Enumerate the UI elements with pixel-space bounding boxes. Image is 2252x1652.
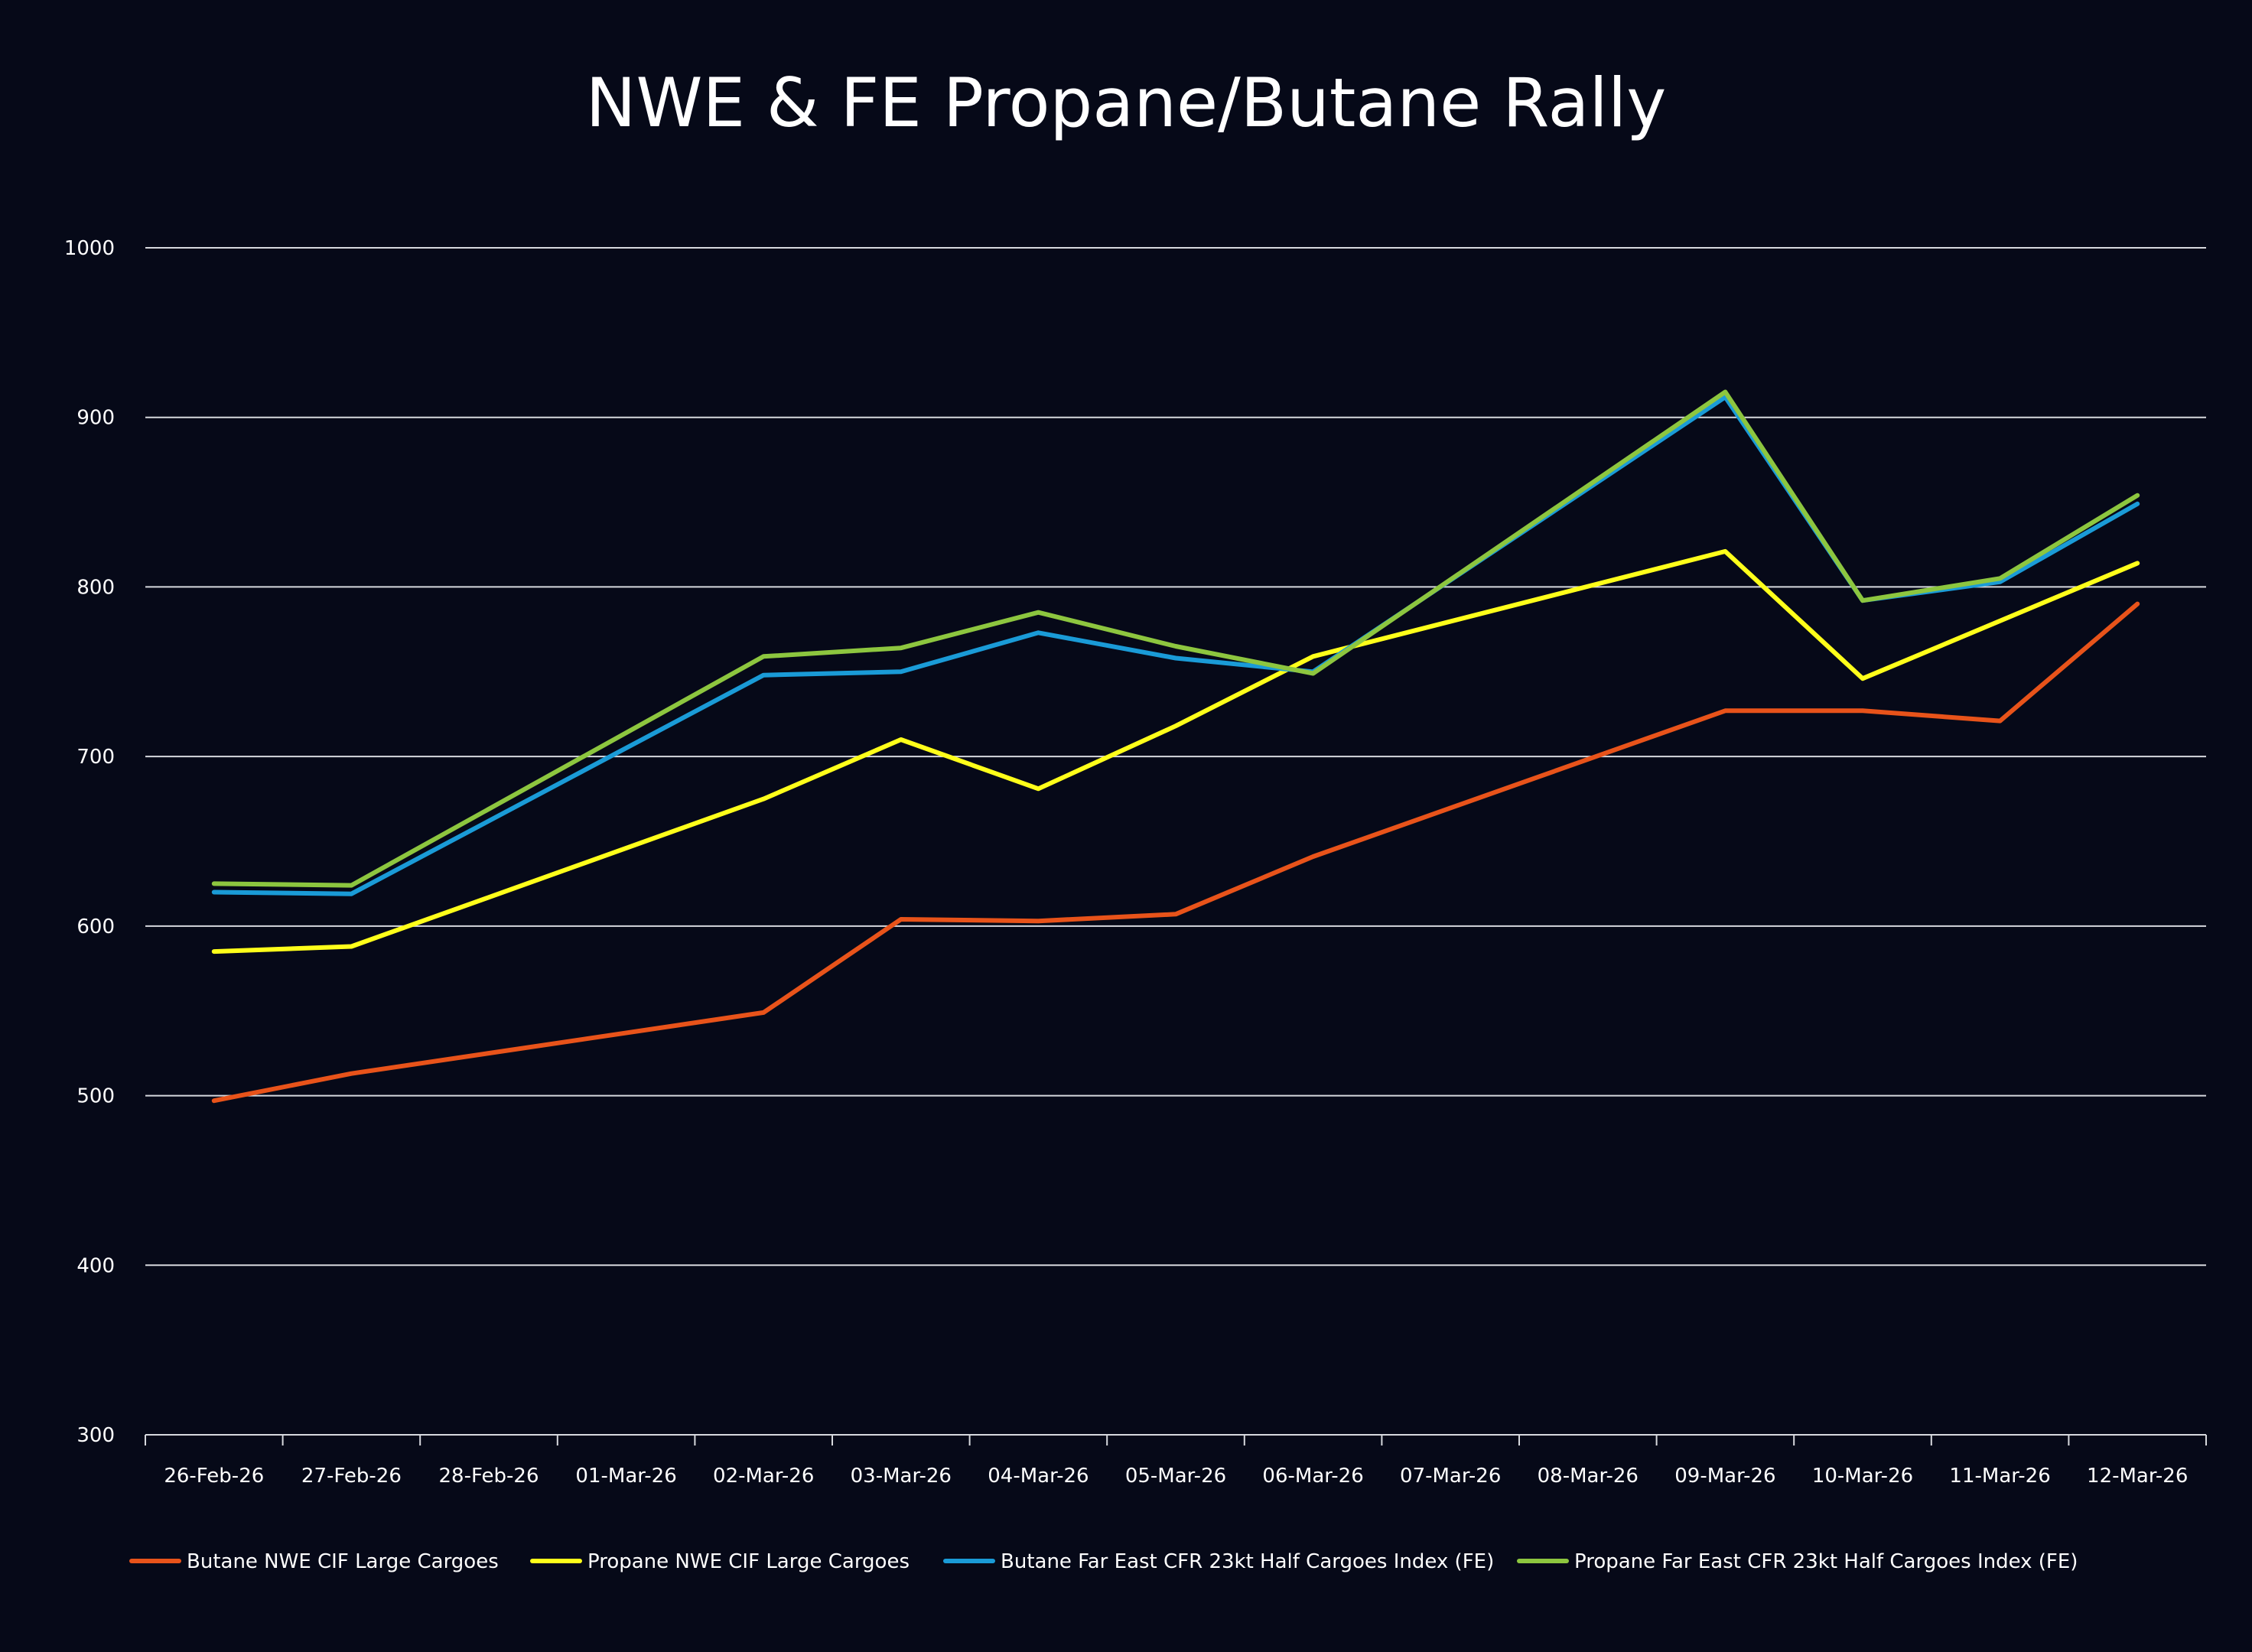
y-tick-label: 700 xyxy=(76,746,115,769)
series-line-2 xyxy=(211,548,2140,954)
x-tick-label: 09-Mar-26 xyxy=(1674,1465,1775,1488)
legend-label: Propane NWE CIF Large Cargoes xyxy=(587,1550,910,1573)
y-tick-label: 600 xyxy=(76,915,115,938)
legend-label: Propane Far East CFR 23kt Half Cargoes I… xyxy=(1574,1550,2078,1573)
x-tick-label: 02-Mar-26 xyxy=(713,1465,814,1488)
series-line-4 xyxy=(211,389,2140,888)
series-line-1 xyxy=(211,601,2140,1104)
x-tick-label: 01-Mar-26 xyxy=(575,1465,676,1488)
x-tick-label: 12-Mar-26 xyxy=(2087,1465,2188,1488)
x-tick-label: 11-Mar-26 xyxy=(1949,1465,2050,1488)
legend-item: Propane NWE CIF Large Cargoes xyxy=(530,1550,910,1573)
y-tick-label: 1000 xyxy=(64,237,115,260)
x-tick-label: 26-Feb-26 xyxy=(164,1465,264,1488)
x-axis: 26-Feb-26 27-Feb-26 28-Feb-26 01-Mar-26 02-M… xyxy=(145,1434,2207,1488)
legend-item: Butane NWE CIF Large Cargoes xyxy=(129,1550,499,1573)
x-tick-label: 08-Mar-26 xyxy=(1538,1465,1639,1488)
legend-label: Butane Far East CFR 23kt Half Cargoes In… xyxy=(1001,1550,1494,1573)
series-lines xyxy=(211,389,2140,1104)
x-tick-label: 06-Mar-26 xyxy=(1262,1465,1363,1488)
y-tick-label: 900 xyxy=(76,407,115,430)
legend-label: Butane NWE CIF Large Cargoes xyxy=(187,1550,499,1573)
legend-item: Propane Far East CFR 23kt Half Cargoes I… xyxy=(1517,1550,2078,1573)
legend-item: Butane Far East CFR 23kt Half Cargoes In… xyxy=(943,1550,1494,1573)
x-tick-label: 10-Mar-26 xyxy=(1812,1465,1913,1488)
y-tick-label: 300 xyxy=(76,1424,115,1447)
x-tick-label: 07-Mar-26 xyxy=(1400,1465,1501,1488)
x-tick-label: 03-Mar-26 xyxy=(851,1465,952,1488)
x-tick-label: 04-Mar-26 xyxy=(988,1465,1089,1488)
y-tick-label: 500 xyxy=(76,1085,115,1108)
x-tick-label: 28-Feb-26 xyxy=(439,1465,539,1488)
chart-title: NWE & FE Propane/Butane Rally xyxy=(586,63,1667,142)
legend: Butane NWE CIF Large Cargoes Propane NWE … xyxy=(129,1550,2078,1573)
y-tick-label: 800 xyxy=(76,576,115,599)
y-tick-label: 400 xyxy=(76,1254,115,1277)
x-tick-label: 05-Mar-26 xyxy=(1125,1465,1226,1488)
x-tick-label: 27-Feb-26 xyxy=(301,1465,402,1488)
y-axis-labels: 300 400 500 600 700 800 900 1000 xyxy=(64,237,115,1447)
gridlines xyxy=(145,247,2206,1267)
